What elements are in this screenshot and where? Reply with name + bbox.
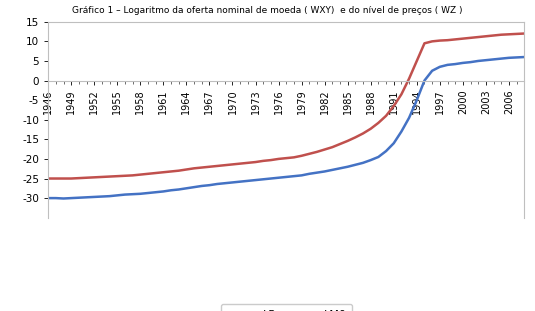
LP [60,197,67,200]
LP [291,174,297,178]
LM0 [268,158,274,162]
LP [383,149,389,153]
LP [198,184,205,188]
Text: Gráfico 1 – Logaritmo da oferta nominal de moeda ( WXY)  e do nível de preços ( : Gráfico 1 – Logaritmo da oferta nominal … [72,6,463,15]
LM0 [45,177,51,180]
LM0 [283,156,289,160]
LP [514,56,520,59]
LP [183,187,189,190]
Line: LP: LP [48,57,524,198]
LM0 [521,32,528,35]
Line: LM0: LM0 [48,34,524,179]
LM0 [514,32,520,36]
LP [45,196,51,200]
LM0 [175,169,182,173]
LP [521,55,528,59]
Legend: LP, LM0: LP, LM0 [220,304,352,311]
LM0 [191,166,197,170]
LM0 [375,121,381,125]
LP [276,176,282,179]
